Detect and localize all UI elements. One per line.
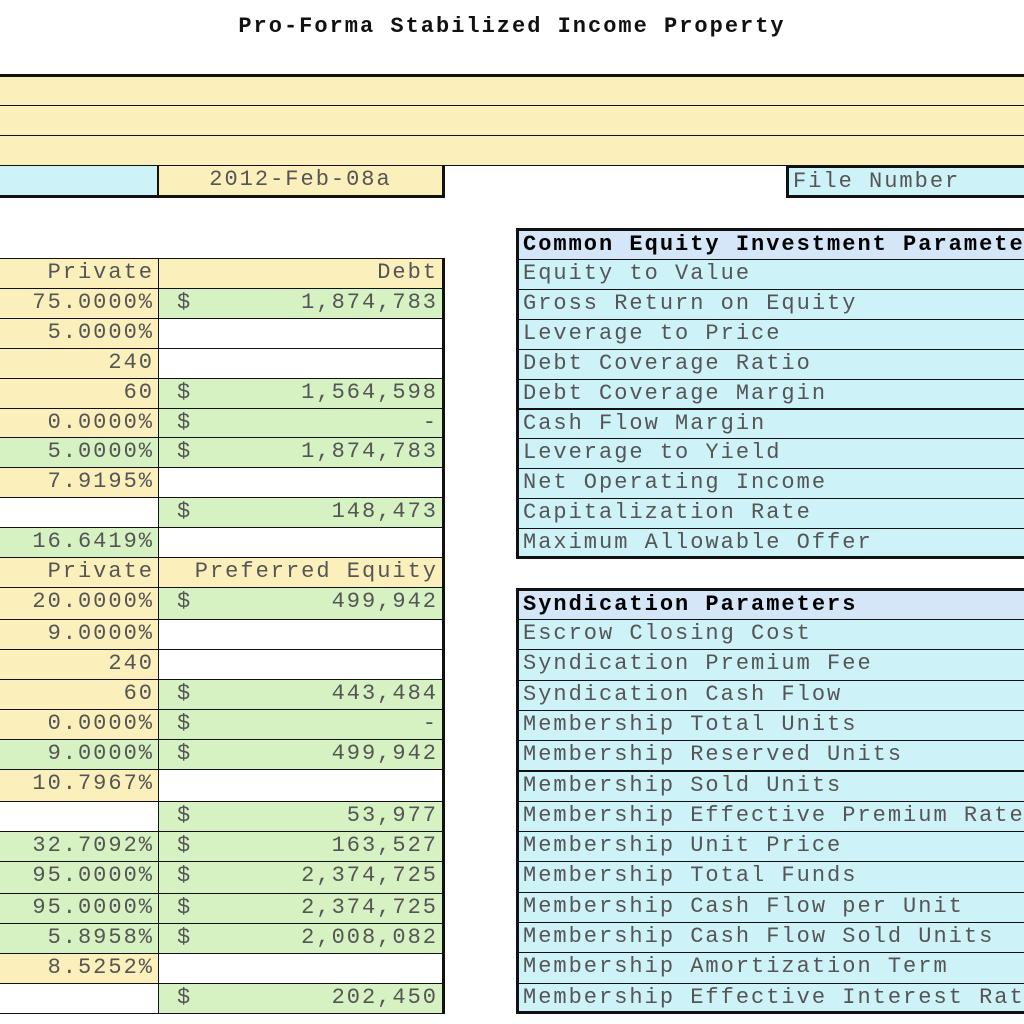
currency: $: [177, 410, 193, 435]
panel-row: Membership Total Units: [516, 709, 1024, 742]
panel-row: Membership Reserved Units: [516, 740, 1024, 772]
amount-cell: - $: [158, 709, 445, 740]
rate-cell: 20.0000%: [0, 587, 159, 620]
panel-row: Syndication Cash Flow: [516, 679, 1024, 711]
amount-cell: Debt: [158, 258, 445, 289]
currency: $: [177, 290, 193, 315]
amount-cell: 202,450 $: [158, 983, 445, 1014]
currency: $: [177, 589, 193, 614]
file-number-cell: File Number: [786, 165, 1024, 198]
currency: $: [177, 711, 193, 736]
amount-cell: 2,374,725 $: [158, 893, 445, 924]
currency: $: [177, 741, 193, 766]
panel-row: Membership Amortization Term: [516, 952, 1024, 984]
amount-cell: Preferred Equity: [158, 557, 445, 588]
rate-cell: [0, 983, 159, 1014]
currency: $: [177, 681, 193, 706]
rate-cell: 9.0000%: [0, 739, 159, 770]
amount-cell: [158, 348, 445, 379]
rate-cell: 95.0000%: [0, 893, 159, 924]
rate-cell: 240: [0, 649, 159, 680]
rate-cell: 5.0000%: [0, 318, 159, 349]
header-band: [0, 74, 1024, 106]
currency: $: [177, 863, 193, 888]
currency: $: [177, 439, 193, 464]
currency: $: [177, 380, 193, 405]
panel-row: Cash Flow Margin: [516, 408, 1024, 440]
rate-cell: 75.0000%: [0, 288, 159, 319]
currency: $: [177, 499, 193, 524]
panel-row: Escrow Closing Cost: [516, 619, 1024, 651]
rate-cell: 7.9195%: [0, 467, 159, 498]
amount-cell: [158, 769, 445, 802]
currency: $: [177, 803, 193, 828]
amount-cell: [158, 467, 445, 498]
rate-cell: [0, 497, 159, 528]
amount-cell: [158, 318, 445, 349]
rate-cell: Private: [0, 557, 159, 588]
rate-cell: 5.0000%: [0, 437, 159, 468]
rate-cell: 32.7092%: [0, 831, 159, 862]
panel-row: Membership Unit Price: [516, 831, 1024, 863]
amount-cell: 1,874,783 $: [158, 437, 445, 468]
amount-cell: [158, 649, 445, 680]
currency: $: [177, 925, 193, 950]
panel-row: Maximum Allowable Offer: [516, 528, 1024, 559]
panel-row: Membership Effective Premium Rate: [516, 800, 1024, 833]
panel-title: Syndication Parameters: [516, 588, 1024, 620]
amount-cell: 53,977 $: [158, 801, 445, 832]
rate-cell: Private: [0, 258, 159, 289]
panel-row: Leverage to Yield: [516, 438, 1024, 470]
panel-row: Debt Coverage Ratio: [516, 348, 1024, 380]
amount-cell: 499,942 $: [158, 587, 445, 620]
panel-row: Membership Effective Interest Rat: [516, 982, 1024, 1014]
amount-cell: 2,008,082 $: [158, 923, 445, 954]
header-band: [0, 105, 1024, 136]
panel-title: Common Equity Investment Paramete: [516, 228, 1024, 260]
amount-cell: 2,374,725 $: [158, 861, 445, 894]
rate-cell: 9.0000%: [0, 619, 159, 650]
amount-cell: 1,874,783 $: [158, 288, 445, 319]
amount-cell: - $: [158, 408, 445, 438]
amount-cell: [158, 953, 445, 984]
panel-row: Membership Sold Units: [516, 770, 1024, 802]
panel-row: Syndication Premium Fee: [516, 649, 1024, 681]
rate-cell: 60: [0, 679, 159, 710]
panel-row: Leverage to Price: [516, 318, 1024, 350]
rate-cell: 16.6419%: [0, 527, 159, 558]
rate-cell: 8.5252%: [0, 953, 159, 984]
panel-row: Debt Coverage Margin: [516, 378, 1024, 410]
currency: $: [177, 985, 193, 1010]
date-cell: 2012-Feb-08a: [158, 165, 445, 198]
panel-row: Net Operating Income: [516, 468, 1024, 500]
panel-row: Membership Cash Flow per Unit: [516, 891, 1024, 923]
currency: $: [177, 895, 193, 920]
rate-cell: 60: [0, 378, 159, 409]
panel-row: Equity to Value: [516, 259, 1024, 290]
panel-row: Membership Total Funds: [516, 861, 1024, 893]
rate-cell: 95.0000%: [0, 861, 159, 894]
rate-cell: [0, 801, 159, 832]
rate-cell: 5.8958%: [0, 923, 159, 954]
amount-cell: 148,473 $: [158, 497, 445, 528]
panel-row: Gross Return on Equity: [516, 288, 1024, 320]
rate-cell: 240: [0, 348, 159, 379]
rate-cell: 0.0000%: [0, 408, 159, 438]
amount-cell: [158, 619, 445, 650]
amount-cell: [158, 527, 445, 558]
panel-row: Capitalization Rate: [516, 498, 1024, 530]
amount-cell: 163,527 $: [158, 831, 445, 862]
panel-row: Membership Cash Flow Sold Units: [516, 922, 1024, 954]
amount-cell: 443,484 $: [158, 679, 445, 710]
cell: [0, 165, 159, 198]
rate-cell: 10.7967%: [0, 769, 159, 802]
currency: $: [177, 833, 193, 858]
header-band: [0, 135, 1024, 166]
amount-cell: 499,942 $: [158, 739, 445, 770]
rate-cell: 0.0000%: [0, 709, 159, 740]
sheet-title: Pro-Forma Stabilized Income Property: [238, 14, 786, 39]
amount-cell: 1,564,598 $: [158, 378, 445, 409]
